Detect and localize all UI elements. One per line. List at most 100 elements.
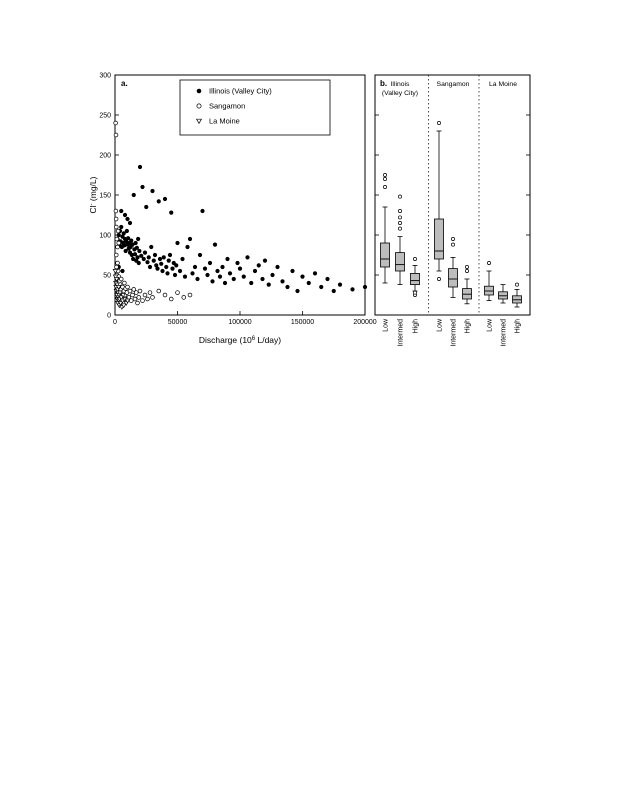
category-label: Low [487, 318, 494, 332]
scatter-point-illinois [210, 279, 215, 284]
y-tick-label: 250 [99, 112, 111, 119]
legend-filled-circle-icon [196, 88, 202, 94]
scatter-point-illinois [165, 271, 170, 276]
y-tick-label: 150 [99, 192, 111, 199]
scatter-point-illinois [149, 244, 154, 250]
scatter-point-illinois [205, 272, 210, 278]
scatter-point-lamoine [119, 298, 126, 304]
scatter-point-lamoine [117, 290, 123, 296]
scatter-point-illinois [125, 216, 130, 222]
scatter-point-illinois [151, 258, 156, 263]
scatter-point-illinois [167, 252, 173, 258]
scatter-point-illinois [185, 244, 190, 250]
scatter-point-illinois [319, 284, 324, 290]
scatter-point-illinois [137, 164, 143, 170]
scatter-point-illinois [121, 231, 126, 236]
scatter-point-illinois [227, 271, 233, 276]
scatter-point-illinois [252, 268, 258, 274]
scatter-point-illinois [192, 264, 198, 270]
scatter-point-illinois [141, 256, 146, 262]
scatter-point-illinois [119, 224, 124, 230]
scatter-point-sangamon [125, 284, 130, 290]
scatter-point-lamoine [112, 269, 119, 274]
scatter-point-illinois [362, 284, 368, 290]
scatter-point-sangamon [175, 290, 180, 295]
scatter-point-illinois [164, 264, 169, 270]
scatter-point-sangamon [147, 290, 153, 295]
box-iqr [395, 252, 405, 272]
scatter-point-illinois [126, 236, 131, 241]
scatter-point-illinois [120, 268, 125, 274]
scatter-point-illinois [285, 284, 290, 290]
scatter-point-sangamon [122, 280, 127, 286]
scatter-point-illinois [245, 255, 250, 260]
scatter-point-sangamon [132, 296, 138, 302]
scatter-point-lamoine [124, 298, 131, 304]
category-label: Intermed [398, 319, 405, 347]
category-label: Low [437, 318, 444, 332]
scatter-point-illinois [295, 288, 300, 294]
outlier-point [487, 261, 491, 265]
scatter-point-illinois [212, 242, 218, 247]
legend-open-triangle-icon [195, 118, 203, 125]
scatter-point-illinois [202, 266, 208, 271]
box-iqr [410, 272, 420, 285]
scatter-point-illinois [154, 263, 159, 268]
scatter-point-illinois [116, 232, 121, 238]
scatter-point-sangamon [114, 252, 119, 258]
scatter-point-sangamon [156, 288, 161, 294]
scatter-point-illinois [156, 199, 161, 204]
scatter-point-illinois [175, 240, 180, 246]
outlier-point [383, 173, 387, 177]
scatter-point-sangamon [118, 276, 124, 282]
outlier-point [451, 242, 455, 247]
scatter-point-sangamon [127, 288, 133, 294]
scatter-point-illinois [136, 236, 141, 242]
category-label: Intermed [451, 319, 458, 347]
scatter-point-illinois [300, 274, 305, 279]
scatter-point-illinois [177, 268, 183, 274]
scatter-point-illinois [180, 256, 185, 262]
box-iqr [434, 218, 444, 260]
y-axis-title: Cl- (mg/L) [88, 176, 98, 213]
scatter-point-illinois [215, 268, 220, 274]
scatter-point-illinois [142, 250, 148, 255]
outlier-point [437, 277, 441, 281]
outlier-point [451, 237, 455, 241]
scatter-point-illinois [129, 238, 134, 243]
category-label: High [515, 319, 522, 334]
x-tick-label: 150000 [291, 319, 314, 326]
scatter-point-lamoine [113, 277, 120, 282]
scatter-point-illinois [140, 184, 145, 190]
outlier-point [398, 215, 402, 220]
scatter-point-illinois [155, 266, 160, 271]
scatter-point-illinois [172, 272, 178, 278]
panel-a-letter: a. [121, 79, 128, 88]
scatter-point-sangamon [133, 290, 139, 295]
scatter-point-illinois [220, 264, 225, 270]
scatter-point-illinois [231, 276, 236, 282]
x-tick-label: 100000 [228, 319, 251, 326]
category-label: High [413, 319, 420, 334]
legend-label: Sangamon [209, 102, 245, 111]
outlier-point [465, 269, 469, 273]
scatter-point-illinois [190, 271, 195, 276]
scatter-point-illinois [217, 274, 223, 279]
scatter-point-lamoine [120, 303, 127, 309]
scatter-point-illinois [122, 212, 128, 218]
legend-box [179, 79, 331, 136]
outlier-point [465, 265, 469, 269]
scatter-point-illinois [262, 258, 268, 263]
scatter-point-illinois [187, 236, 193, 242]
scatter-point-sangamon [114, 264, 119, 270]
scatter-point-illinois [331, 288, 336, 294]
legend-label: Illinois (Valley City) [209, 87, 272, 96]
category-label: Low [383, 318, 390, 332]
scatter-point-sangamon [131, 287, 136, 292]
scatter-point-illinois [133, 240, 138, 246]
scatter-point-sangamon [114, 236, 120, 242]
scatter-point-sangamon [115, 244, 120, 250]
y-tick-label: 100 [99, 232, 111, 239]
scatter-point-illinois [306, 280, 311, 286]
scatter-point-illinois [275, 264, 280, 270]
